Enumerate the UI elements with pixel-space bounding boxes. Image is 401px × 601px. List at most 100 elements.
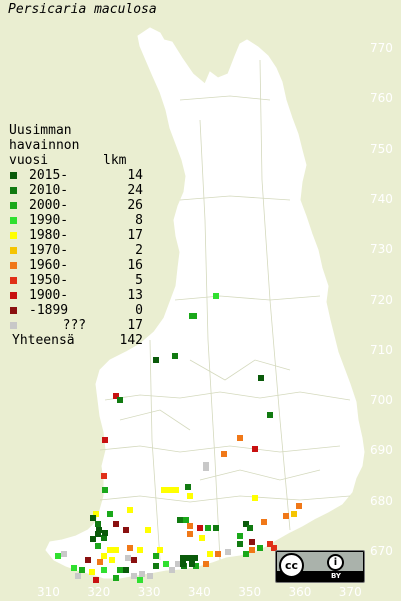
legend-period: 1960- — [29, 258, 69, 273]
legend-heading-1: Uusimman — [9, 123, 72, 138]
observation-marker — [207, 551, 213, 557]
observation-marker — [125, 555, 131, 561]
observation-marker — [203, 561, 209, 567]
legend-swatch — [10, 232, 17, 239]
x-tick-label: 370 — [338, 585, 362, 599]
observation-marker — [117, 397, 123, 403]
observation-marker — [90, 515, 96, 521]
species-title: Persicaria maculosa — [8, 2, 157, 17]
observation-marker — [95, 531, 101, 537]
observation-marker — [117, 567, 123, 573]
legend-heading-row: vuosi lkm — [9, 153, 126, 168]
observation-marker — [187, 531, 193, 537]
observation-marker — [75, 573, 81, 579]
observation-marker — [102, 487, 108, 493]
observation-marker — [101, 567, 107, 573]
observation-marker — [185, 484, 191, 490]
legend-row: 1990- 8 — [9, 213, 143, 228]
cc-by-license-badge[interactable]: cc i BY — [275, 550, 365, 583]
legend-period: 1950- — [29, 273, 69, 288]
observation-marker — [189, 561, 195, 567]
legend-period: 1970- — [29, 243, 69, 258]
observation-marker — [237, 435, 243, 441]
x-tick-label: 310 — [37, 585, 60, 599]
legend-count: 16 — [127, 258, 143, 273]
observation-marker — [153, 553, 159, 559]
observation-marker — [192, 555, 198, 561]
observation-marker — [243, 551, 249, 557]
observation-marker — [89, 569, 95, 575]
observation-marker — [123, 567, 129, 573]
y-tick-label: 690 — [370, 443, 393, 458]
observation-marker — [101, 535, 107, 541]
legend-swatch — [10, 187, 17, 194]
legend-row: 1970- 2 — [9, 243, 143, 258]
legend-period: -1899 — [29, 303, 69, 318]
legend-period: 2000- — [29, 198, 69, 213]
observation-marker — [131, 557, 137, 563]
finland-outline — [45, 27, 365, 579]
observation-marker — [237, 541, 243, 547]
observation-marker — [249, 547, 255, 553]
y-tick-label: 680 — [370, 493, 393, 508]
observation-marker — [96, 527, 102, 533]
observation-marker — [193, 563, 199, 569]
observation-marker — [137, 577, 143, 583]
legend: Uusimman havainnon vuosi lkm 2015- 14 2010… — [9, 123, 143, 348]
observation-marker — [153, 357, 159, 363]
y-tick-label: 710 — [370, 342, 393, 357]
observation-marker — [93, 511, 99, 517]
observation-marker — [247, 525, 253, 531]
legend-heading-2: havainnon — [9, 138, 80, 153]
observation-marker — [113, 393, 119, 399]
legend-swatch — [10, 172, 17, 179]
observation-marker — [296, 503, 302, 509]
observation-marker — [163, 561, 169, 567]
legend-row: 1960- 16 — [9, 258, 143, 273]
observation-marker — [169, 567, 175, 573]
y-tick-label: 670 — [370, 544, 393, 558]
observation-marker — [175, 561, 181, 567]
legend-swatch — [10, 292, 17, 299]
observation-marker — [221, 451, 227, 457]
legend-count: 2 — [135, 243, 143, 258]
legend-swatch — [10, 217, 17, 224]
legend-heading-3: vuosi — [9, 153, 49, 168]
observation-marker — [147, 573, 153, 579]
legend-rows: 2015- 14 2010- 24 2000- 26 1990- 8 1980- 17 1970- 2… — [9, 168, 143, 333]
observation-marker — [203, 465, 209, 471]
observation-marker — [153, 563, 159, 569]
observation-marker — [71, 565, 77, 571]
legend-count: 14 — [127, 168, 143, 183]
observation-marker — [101, 553, 107, 559]
observation-marker — [167, 487, 173, 493]
legend-row: -1899 0 — [9, 303, 143, 318]
observation-marker — [213, 525, 219, 531]
observation-marker — [283, 513, 289, 519]
legend-count: 17 — [127, 228, 143, 243]
legend-row: 1950- 5 — [9, 273, 143, 288]
y-tick-label: 700 — [370, 393, 393, 408]
observation-marker — [187, 523, 193, 529]
observation-marker — [261, 519, 267, 525]
person-icon: i — [327, 554, 344, 571]
observation-marker — [139, 571, 145, 577]
observation-marker — [93, 577, 99, 583]
observation-marker — [213, 293, 219, 299]
observation-marker — [199, 535, 205, 541]
legend-count: 26 — [127, 198, 143, 213]
x-tick-label: 350 — [238, 585, 262, 599]
observation-marker — [107, 547, 113, 553]
legend-row: 2015- 14 — [9, 168, 143, 183]
observation-marker — [123, 527, 129, 533]
observation-marker — [257, 545, 263, 551]
legend-total-label: Yhteensä — [12, 333, 75, 348]
observation-marker — [131, 573, 137, 579]
observation-marker — [90, 536, 96, 542]
legend-count: 0 — [135, 303, 143, 318]
observation-marker — [107, 511, 113, 517]
legend-swatch — [10, 247, 17, 254]
legend-row: 1980- 17 — [9, 228, 143, 243]
observation-marker — [258, 375, 264, 381]
observation-marker — [127, 545, 133, 551]
